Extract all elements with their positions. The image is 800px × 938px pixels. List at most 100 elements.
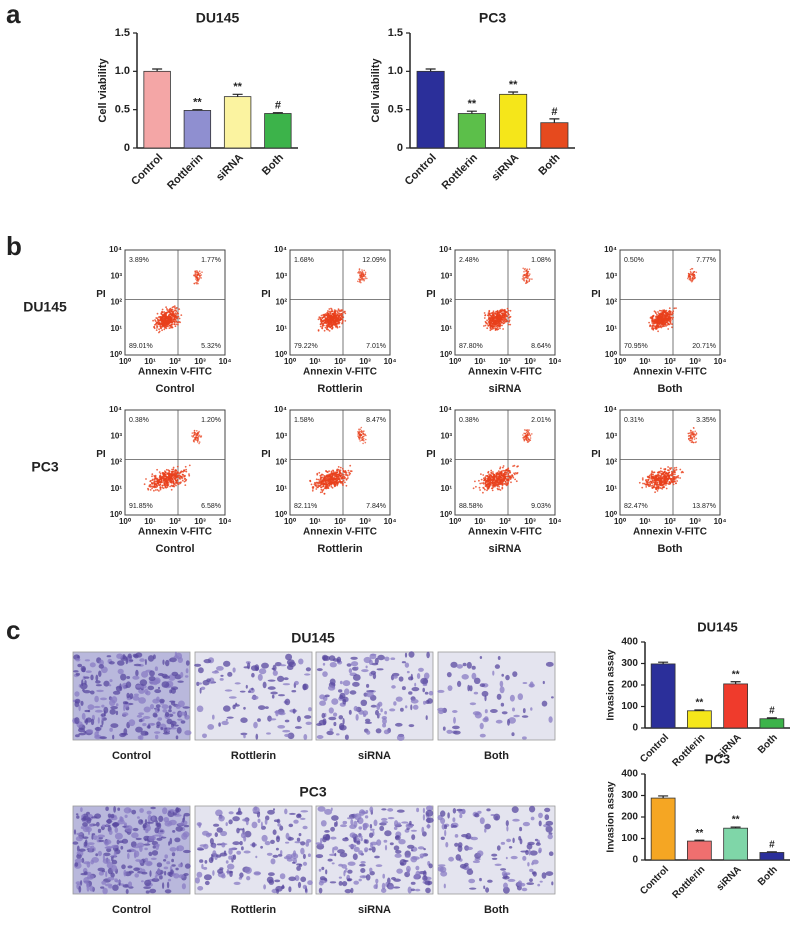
stained-cell [170,847,177,852]
stained-cell [156,704,161,708]
y-tick-label: 300 [621,658,638,669]
stained-cell [284,734,291,737]
stained-cell [331,698,338,705]
event-dot [177,472,179,474]
stained-cell [162,704,169,709]
stained-cell [89,886,93,892]
event-dot [506,316,508,318]
event-dot [675,307,677,309]
significance-label: # [769,839,775,850]
event-dot [657,490,659,492]
stained-cell [328,685,335,690]
event-dot [694,277,696,279]
y-tick-label: 10¹ [605,484,617,493]
event-dot [173,306,175,308]
x-tick-label: Both [260,151,286,177]
stained-cell [154,689,161,693]
event-dot [159,475,161,477]
stained-cell [124,807,132,813]
event-dot [496,323,498,325]
event-dot [312,486,314,488]
quadrant-percent: 87.80% [459,343,483,350]
event-dot [185,469,187,471]
event-dot [332,318,334,320]
significance-label: ** [193,97,202,109]
event-dot [171,317,173,319]
event-dot [175,325,177,327]
event-dot [526,280,528,282]
event-dot [188,473,190,475]
stained-cell [98,671,101,677]
event-dot [336,483,338,485]
stained-cell [247,662,250,669]
event-dot [486,327,488,329]
y-tick-label: 10⁴ [109,405,122,414]
stained-cell [270,692,278,695]
event-dot [692,431,694,433]
stained-cell [102,888,107,895]
event-dot [343,480,345,482]
y-tick-label: 0.5 [115,104,130,116]
y-tick-label: 10¹ [110,324,122,333]
event-dot [340,467,342,469]
event-dot [344,471,346,473]
event-dot [488,318,490,320]
event-dot [499,481,501,483]
event-dot [327,316,329,318]
stained-cell [170,721,177,725]
event-dot [667,469,669,471]
event-dot [195,433,197,435]
stained-cell [94,731,99,738]
stained-cell [407,671,410,673]
event-dot [473,487,475,489]
event-dot [328,324,330,326]
event-dot [490,319,492,321]
stained-cell [303,734,307,740]
y-tick-label: 0.5 [388,104,403,116]
event-dot [497,479,499,481]
event-dot [173,321,175,323]
event-dot [529,268,531,270]
event-dot [185,471,187,473]
event-dot [650,478,652,480]
event-dot [527,441,529,443]
event-dot [687,433,689,435]
stained-cell [206,678,211,682]
event-dot [322,326,324,328]
event-dot [651,470,653,472]
event-dot [198,274,200,276]
micrograph [72,652,191,741]
event-dot [484,317,486,319]
event-dot [328,481,330,483]
event-dot [162,317,164,319]
x-tick-label: 10⁴ [219,357,232,366]
stained-cell [155,875,158,879]
stained-cell [480,656,482,659]
stained-cell [171,859,174,863]
stained-cell [484,716,489,720]
x-tick-label: 10¹ [144,357,156,366]
event-dot [495,483,497,485]
bar [687,841,711,860]
event-dot [475,486,477,488]
event-dot [526,268,528,270]
event-dot [177,322,179,324]
y-tick-label: 10⁰ [605,350,618,359]
stained-cell [353,674,361,681]
event-dot [642,483,644,485]
event-dot [673,477,675,479]
event-dot [145,478,147,480]
stained-cell [133,828,139,831]
stained-cell [98,840,104,842]
stained-cell [141,872,147,875]
quadrant-percent: 6.58% [201,503,221,510]
event-dot [174,323,176,325]
event-dot [166,327,168,329]
event-dot [655,480,657,482]
event-dot [656,320,658,322]
stained-cell [98,829,101,833]
event-dot [183,470,185,472]
stained-cell [133,696,140,701]
y-axis-label: PI [426,449,436,460]
event-dot [193,435,195,437]
